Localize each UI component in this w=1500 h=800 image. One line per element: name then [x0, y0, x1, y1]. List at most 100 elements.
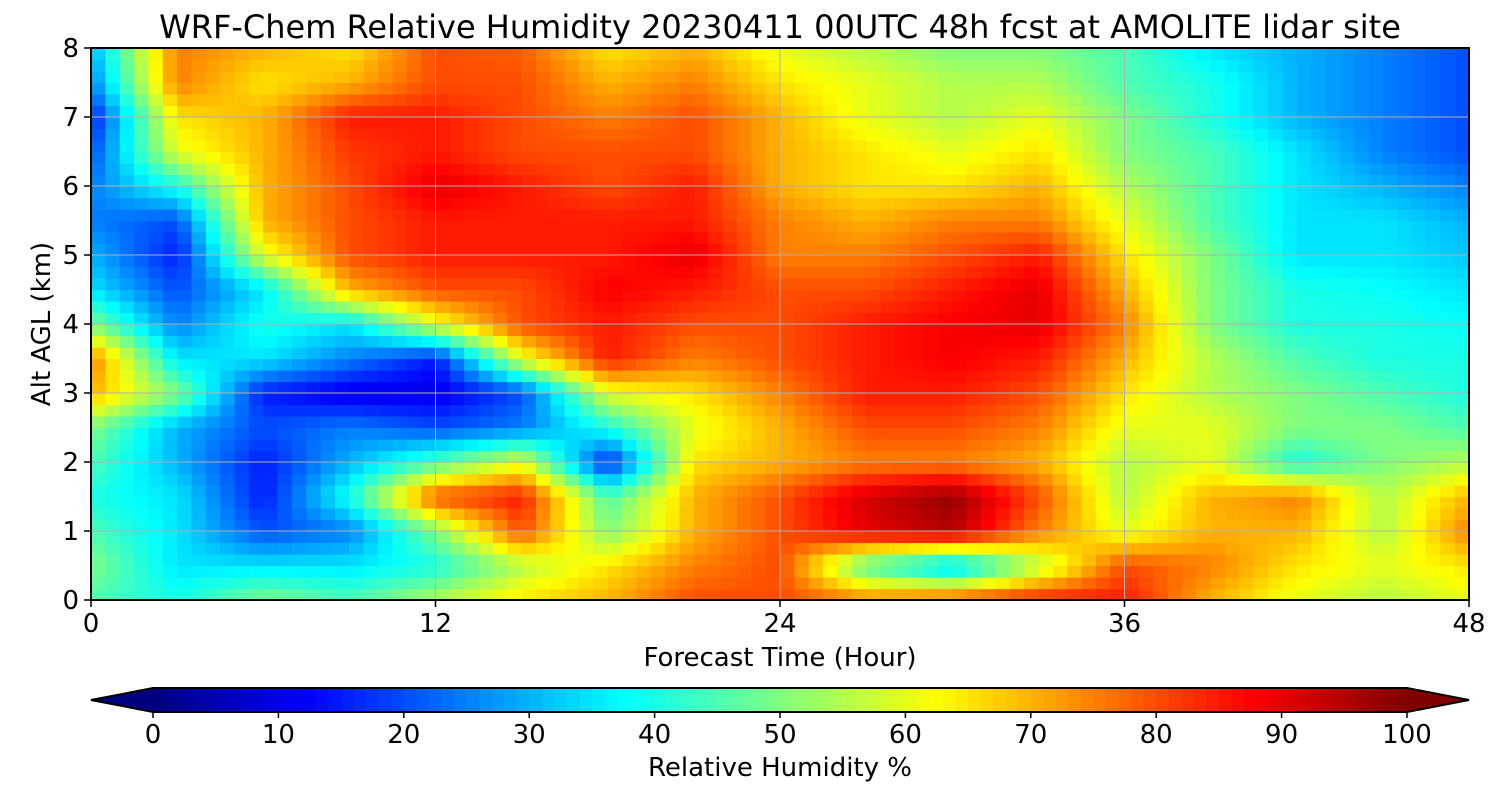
heatmap-cell — [823, 324, 839, 337]
heatmap-cell — [1224, 496, 1240, 509]
heatmap-cell — [1425, 128, 1441, 141]
heatmap-cell — [607, 94, 623, 107]
heatmap-cell — [751, 473, 767, 486]
heatmap-cell — [794, 416, 810, 429]
colorbar-segment — [391, 688, 405, 712]
heatmap-cell — [162, 59, 178, 72]
heatmap-cell — [1024, 393, 1039, 406]
heatmap-cell — [937, 427, 953, 440]
heatmap-cell — [1411, 439, 1427, 452]
heatmap-cell — [1052, 243, 1068, 256]
heatmap-cell — [579, 324, 594, 337]
colorbar-segment — [980, 688, 994, 712]
heatmap-cell — [91, 105, 106, 118]
heatmap-cell — [134, 151, 150, 164]
heatmap-cell — [91, 519, 106, 532]
heatmap-cell — [751, 554, 767, 567]
heatmap-cell — [564, 243, 580, 256]
heatmap-cell — [1339, 588, 1355, 600]
heatmap-cell — [421, 416, 437, 429]
heatmap-cell — [177, 197, 193, 210]
heatmap-cell — [119, 347, 135, 360]
heatmap-cell — [1009, 266, 1025, 279]
heatmap-cell — [134, 508, 150, 521]
heatmap-cell — [564, 71, 580, 84]
heatmap-cell — [894, 485, 910, 498]
heatmap-cell — [650, 117, 666, 130]
heatmap-cell — [622, 186, 638, 199]
heatmap-cell — [291, 209, 307, 222]
heatmap-cell — [105, 496, 121, 509]
heatmap-cell — [708, 542, 724, 555]
heatmap-cell — [1425, 186, 1441, 199]
heatmap-cell — [1397, 220, 1413, 233]
heatmap-cell — [1110, 186, 1126, 199]
heatmap-cell — [1339, 232, 1355, 245]
heatmap-cell — [765, 508, 781, 521]
heatmap-cell — [1239, 416, 1255, 429]
heatmap-cell — [1153, 232, 1169, 245]
heatmap-cell — [162, 335, 178, 348]
y-tick-label: 4 — [62, 310, 79, 340]
heatmap-cell — [291, 335, 307, 348]
heatmap-cell — [1296, 347, 1312, 360]
heatmap-cell — [794, 301, 810, 314]
heatmap-cell — [780, 347, 795, 360]
heatmap-cell — [722, 243, 738, 256]
heatmap-cell — [894, 542, 910, 555]
heatmap-cell — [119, 324, 135, 337]
heatmap-cell — [751, 519, 767, 532]
heatmap-cell — [1110, 508, 1126, 521]
heatmap-cell — [1067, 186, 1083, 199]
heatmap-cell — [306, 508, 322, 521]
heatmap-cell — [550, 577, 566, 590]
heatmap-cell — [349, 289, 365, 302]
heatmap-cell — [1067, 416, 1083, 429]
heatmap-cell — [1081, 48, 1097, 61]
heatmap-cell — [119, 220, 135, 233]
heatmap-cell — [349, 358, 365, 371]
heatmap-cell — [263, 381, 279, 394]
heatmap-cell — [1454, 289, 1469, 302]
heatmap-cell — [1425, 496, 1441, 509]
heatmap-cell — [1081, 289, 1097, 302]
heatmap-cell — [1153, 554, 1169, 567]
heatmap-cell — [780, 289, 795, 302]
heatmap-cell — [966, 324, 982, 337]
heatmap-cell — [392, 301, 408, 314]
heatmap-cell — [1296, 255, 1312, 268]
heatmap-cell — [665, 209, 681, 222]
heatmap-cell — [248, 197, 264, 210]
heatmap-cell — [1138, 531, 1154, 544]
heatmap-cell — [392, 485, 408, 498]
heatmap-cell — [1210, 358, 1226, 371]
heatmap-cell — [823, 140, 839, 153]
heatmap-cell — [866, 128, 882, 141]
heatmap-cell — [464, 82, 480, 95]
heatmap-cell — [894, 48, 910, 61]
heatmap-cell — [335, 462, 350, 475]
heatmap-cell — [593, 105, 609, 118]
heatmap-cell — [464, 312, 480, 325]
heatmap-cell — [995, 59, 1011, 72]
heatmap-cell — [392, 542, 408, 555]
heatmap-cell — [1224, 381, 1240, 394]
heatmap-cell — [478, 519, 494, 532]
heatmap-cell — [794, 174, 810, 187]
heatmap-cell — [1311, 565, 1327, 578]
heatmap-cell — [1024, 94, 1039, 107]
heatmap-cell — [622, 324, 638, 337]
heatmap-cell — [91, 94, 106, 107]
heatmap-cell — [622, 531, 638, 544]
heatmap-cell — [1224, 393, 1240, 406]
heatmap-cell — [1253, 289, 1269, 302]
heatmap-cell — [665, 266, 681, 279]
heatmap-cell — [205, 450, 221, 463]
heatmap-cell — [837, 404, 853, 417]
heatmap-cell — [679, 565, 695, 578]
heatmap-cell — [1339, 462, 1355, 475]
heatmap-cell — [191, 416, 207, 429]
heatmap-cell — [1210, 140, 1226, 153]
heatmap-cell — [392, 358, 408, 371]
heatmap-cell — [320, 439, 336, 452]
